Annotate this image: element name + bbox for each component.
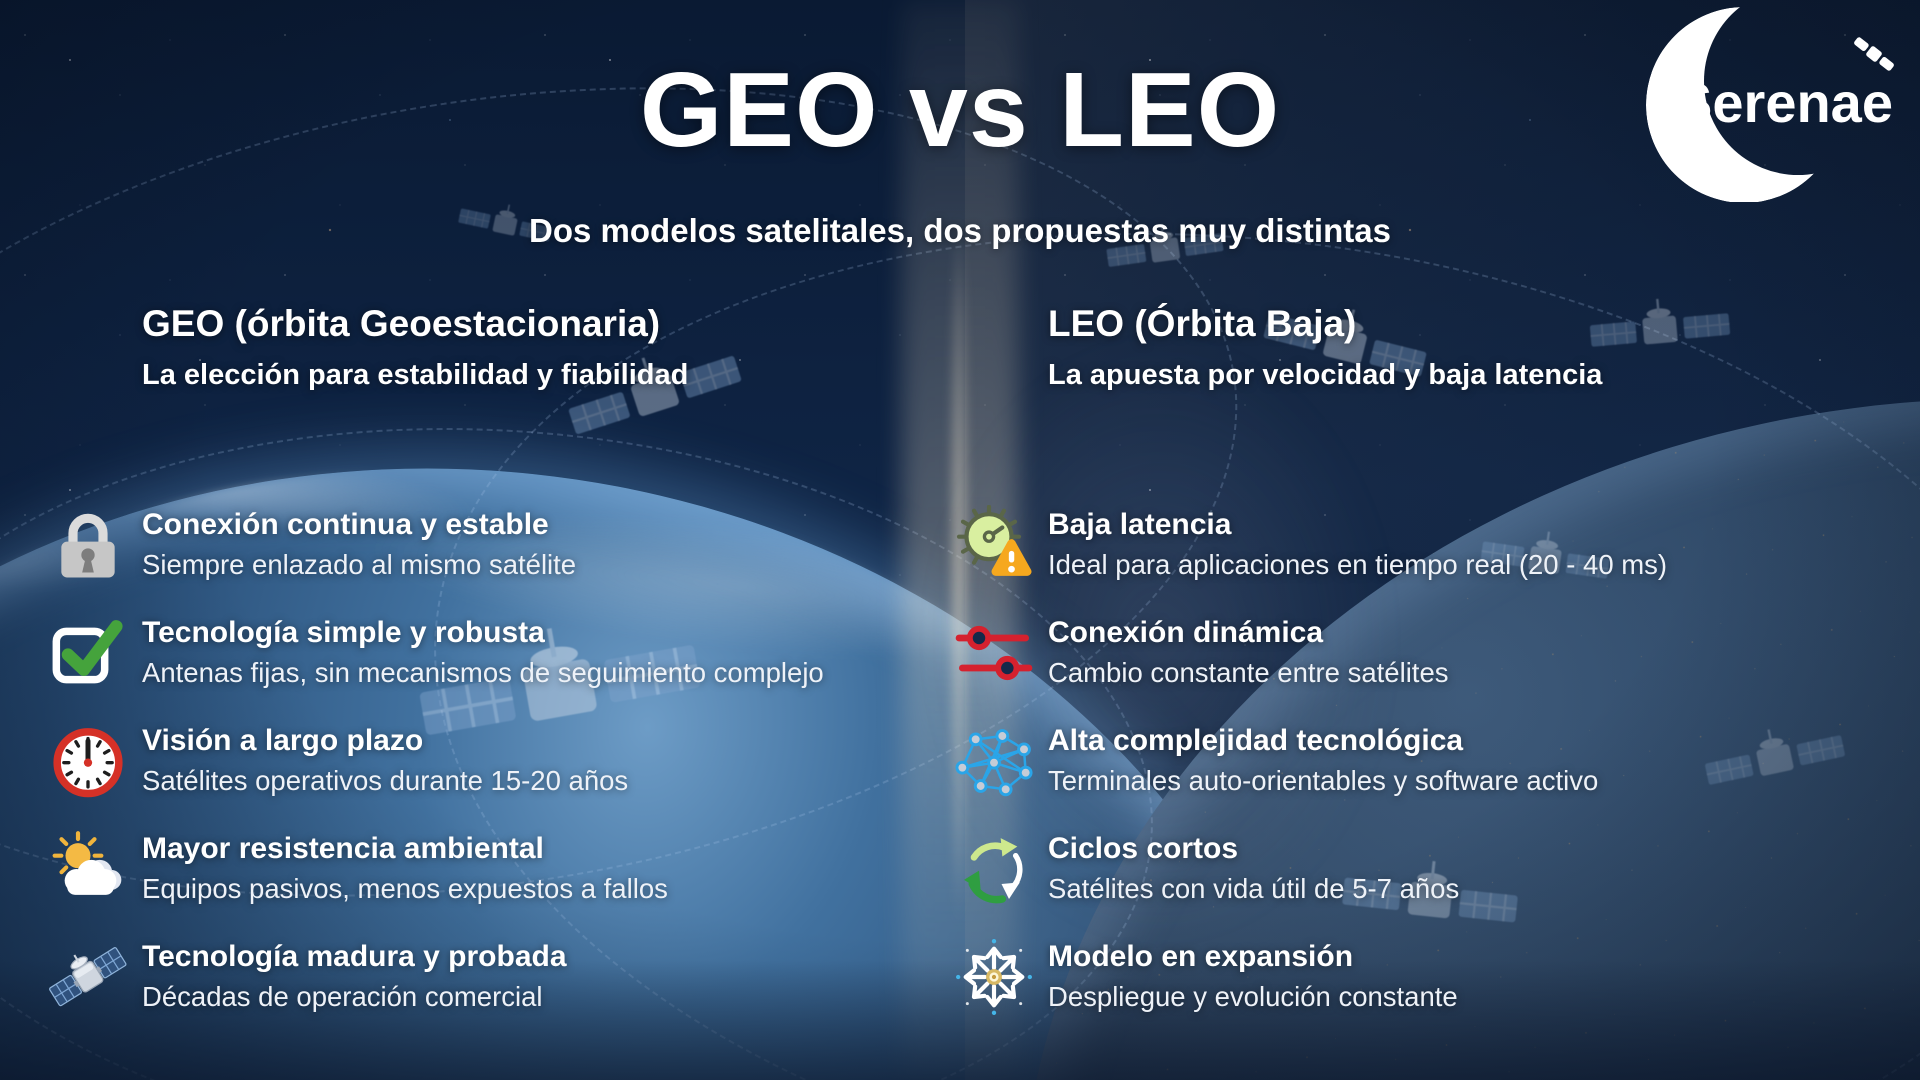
- brand-logo: Serenae: [1646, 7, 1894, 202]
- feature-title: Modelo en expansión: [1048, 940, 1354, 974]
- leo-items: Baja latencia Ideal para aplicaciones en…: [952, 498, 1892, 1024]
- expansion-arrows-icon: [952, 935, 1036, 1019]
- feature-title: Mayor resistencia ambiental: [142, 832, 544, 866]
- feature-item: Conexión continua y estable Siempre enla…: [46, 498, 936, 592]
- clock-icon: [46, 719, 130, 803]
- feature-item: Visión a largo plazo Satélites operativo…: [46, 714, 936, 808]
- feature-item: Modelo en expansión Despliegue y evoluci…: [952, 930, 1892, 1024]
- leo-column: LEO (Órbita Baja) La apuesta por velocid…: [952, 303, 1892, 1024]
- feature-item: Conexión dinámica Cambio constante entre…: [952, 606, 1892, 700]
- logo-text: Serenae: [1675, 71, 1893, 134]
- geo-items: Conexión continua y estable Siempre enla…: [46, 498, 936, 1024]
- column-heading: LEO (Órbita Baja): [1048, 303, 1357, 344]
- feature-item: Tecnología simple y robusta Antenas fija…: [46, 606, 936, 700]
- gauge-warning-icon: [952, 503, 1036, 587]
- feature-subtitle: Décadas de operación comercial: [142, 981, 543, 1013]
- subtitle: Dos modelos satelitales, dos propuestas …: [529, 212, 1391, 249]
- feature-title: Tecnología simple y robusta: [142, 616, 545, 650]
- feature-subtitle: Equipos pasivos, menos expuestos a fallo…: [142, 873, 668, 905]
- feature-title: Visión a largo plazo: [142, 724, 424, 758]
- satellite-icon: [46, 935, 130, 1019]
- network-mesh-icon: [952, 719, 1036, 803]
- checkbox-check-icon: [46, 611, 130, 695]
- geo-column: GEO (órbita Geoestacionaria) La elección…: [46, 303, 936, 1024]
- feature-subtitle: Satélites con vida útil de 5-7 años: [1048, 873, 1460, 905]
- feature-title: Alta complejidad tecnológica: [1048, 724, 1464, 758]
- column-heading: GEO (órbita Geoestacionaria): [142, 303, 661, 344]
- lock-icon: [46, 503, 130, 587]
- cycle-arrows-icon: [952, 827, 1036, 911]
- satellite-glyph-icon: [1854, 37, 1894, 71]
- crescent-moon-icon: [1646, 7, 1842, 202]
- column-tagline: La apuesta por velocidad y baja latencia: [1048, 359, 1603, 391]
- feature-subtitle: Antenas fijas, sin mecanismos de seguimi…: [142, 657, 824, 689]
- feature-subtitle: Siempre enlazado al mismo satélite: [142, 549, 577, 581]
- feature-item: Baja latencia Ideal para aplicaciones en…: [952, 498, 1892, 592]
- feature-item: Mayor resistencia ambiental Equipos pasi…: [46, 822, 936, 916]
- sliders-icon: [952, 611, 1036, 695]
- feature-item: Tecnología madura y probada Décadas de o…: [46, 930, 936, 1024]
- sun-cloud-icon: [46, 827, 130, 911]
- feature-subtitle: Cambio constante entre satélites: [1048, 657, 1449, 689]
- feature-subtitle: Ideal para aplicaciones en tiempo real (…: [1048, 549, 1668, 581]
- feature-title: Conexión dinámica: [1048, 616, 1324, 650]
- feature-title: Conexión continua y estable: [142, 508, 549, 542]
- feature-item: Alta complejidad tecnológica Terminales …: [952, 714, 1892, 808]
- feature-title: Tecnología madura y probada: [142, 940, 567, 974]
- feature-subtitle: Terminales auto-orientables y software a…: [1048, 765, 1599, 797]
- feature-title: Ciclos cortos: [1048, 832, 1239, 866]
- bottom-fade: [0, 960, 1920, 1080]
- feature-item: Ciclos cortos Satélites con vida útil de…: [952, 822, 1892, 916]
- feature-subtitle: Satélites operativos durante 15-20 años: [142, 765, 629, 797]
- column-tagline: La elección para estabilidad y fiabilida…: [142, 359, 689, 391]
- feature-subtitle: Despliegue y evolución constante: [1048, 981, 1458, 1013]
- main-title: GEO vs LEO: [639, 51, 1281, 169]
- feature-title: Baja latencia: [1048, 508, 1232, 542]
